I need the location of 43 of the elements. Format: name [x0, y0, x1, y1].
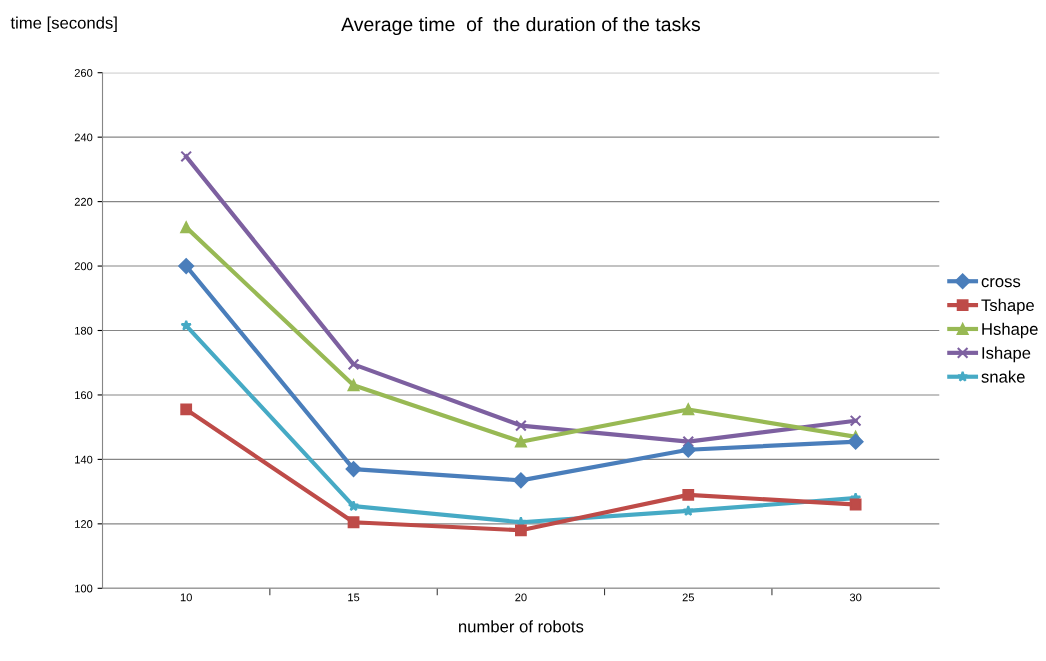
legend-label: cross: [981, 278, 1021, 288]
x-tick-label: 15: [348, 593, 360, 602]
point: [515, 435, 527, 448]
y-tick-label: 260: [74, 68, 93, 77]
point: [347, 500, 360, 512]
y-tick-label: 180: [75, 326, 93, 335]
legend-label: Ishape: [982, 346, 1031, 363]
point: [347, 358, 360, 371]
y-tick-label: 140: [75, 455, 93, 464]
point: [347, 379, 360, 392]
x-tick-label: 30: [849, 593, 862, 602]
y-axis-title: time [seconds]: [10, 16, 117, 33]
x-tick-label: 25: [682, 593, 694, 602]
point: [178, 258, 195, 274]
x-axis-title: number of robots: [459, 620, 584, 633]
legend-label: snake: [981, 370, 1025, 383]
chart-title: Average time of the duration of the tasks: [341, 16, 701, 36]
y-tick-label: 200: [74, 262, 93, 271]
point: [515, 419, 527, 432]
legend-label: Hshape: [982, 322, 1038, 339]
point: [680, 441, 697, 458]
point: [345, 461, 362, 477]
point: [180, 403, 193, 416]
point: [180, 150, 193, 163]
point: [682, 403, 695, 416]
y-tick-label: 240: [74, 133, 93, 142]
point: [512, 472, 529, 489]
point: [180, 319, 192, 331]
point: [682, 505, 694, 516]
point: [347, 516, 360, 529]
point: [682, 488, 695, 501]
legend-label: Tshape: [981, 298, 1034, 315]
point: [682, 435, 695, 448]
x-tick-label: 20: [515, 593, 527, 602]
y-tick-label: 220: [74, 197, 93, 206]
y-tick-label: 120: [75, 520, 93, 528]
point: [849, 498, 862, 511]
point: [515, 524, 527, 537]
y-tick-label: 160: [75, 391, 93, 400]
x-tick-label: 10: [180, 593, 192, 602]
point: [849, 414, 862, 427]
y-tick-label: 100: [75, 584, 93, 593]
point: [847, 433, 864, 450]
